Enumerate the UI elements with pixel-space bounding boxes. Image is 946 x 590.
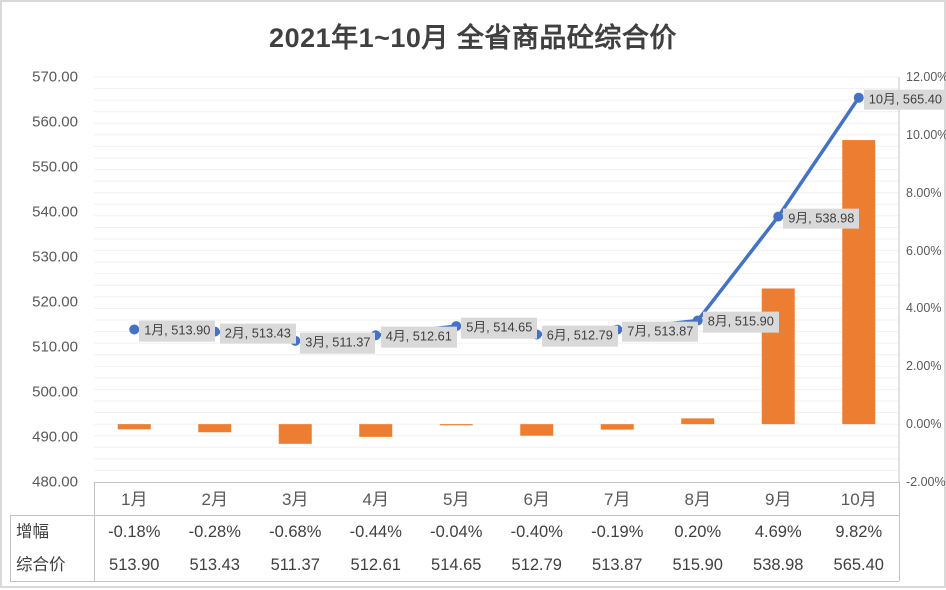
point-label-7月: 7月, 513.87	[622, 321, 699, 342]
value-cell: 538.98	[753, 556, 804, 574]
point-label-8月: 8月, 515.90	[702, 312, 779, 333]
right-axis-tick: 0.00%	[906, 417, 942, 432]
table-border	[94, 482, 899, 483]
line-marker-9月	[773, 211, 784, 222]
right-axis-tick: 12.00%	[906, 70, 946, 84]
value-cell: 513.87	[592, 556, 643, 574]
point-label-1月: 1月, 513.90	[139, 321, 216, 342]
chart-title: 2021年1~10月 全省商品砼综合价	[269, 23, 677, 53]
right-axis-tick: 2.00%	[906, 359, 942, 374]
value-cell: -0.40%	[510, 523, 563, 541]
line-series-综合价	[132, 95, 861, 343]
left-axis-tick: 500.00	[32, 383, 78, 401]
value-cell: 512.61	[350, 556, 401, 574]
month-header-cell: 3月	[282, 490, 309, 509]
bar-增幅-3月	[278, 424, 312, 444]
value-cell: 9.82%	[835, 523, 883, 541]
point-label-10月: 10月, 565.40	[863, 89, 946, 111]
bar-增幅-7月	[600, 424, 634, 430]
month-header-cell: 7月	[604, 490, 631, 509]
month-header-cell: 4月	[362, 490, 389, 509]
right-axis-tick: 10.00%	[906, 127, 946, 142]
table-border	[10, 581, 899, 582]
point-label-5月: 5月, 514.65	[461, 317, 538, 339]
table-border	[10, 515, 11, 581]
point-label-6月: 6月, 512.79	[541, 326, 618, 347]
value-cell: 0.20%	[674, 523, 722, 541]
value-cell: 515.90	[672, 556, 723, 574]
month-header-cell: 10月	[840, 490, 877, 509]
month-header-cell: 5月	[443, 490, 470, 509]
point-label-4月: 4月, 512.61	[380, 326, 457, 348]
value-cell: 513.43	[189, 556, 240, 574]
value-cell: 513.90	[109, 556, 160, 574]
bar-增幅-1月	[117, 424, 151, 430]
right-axis-tick: 4.00%	[906, 301, 942, 316]
point-label-3月: 3月, 511.37	[300, 332, 376, 354]
table-border	[899, 482, 900, 581]
value-cell: -0.04%	[430, 523, 483, 541]
row-header-cell: 综合价	[16, 556, 66, 574]
table-border	[10, 515, 899, 516]
value-cell: -0.68%	[269, 523, 322, 541]
right-axis-tick: -2.00%	[906, 475, 946, 489]
row-header-cell: 增幅	[16, 523, 49, 541]
month-header-cell: 6月	[523, 490, 550, 509]
month-header-cell: 8月	[684, 490, 711, 509]
month-header-cell: 2月	[201, 490, 228, 509]
table-border	[94, 482, 95, 581]
month-header-cell: 9月	[765, 490, 792, 509]
bar-增幅-10月	[842, 140, 876, 425]
point-label-2月: 2月, 513.43	[219, 323, 296, 344]
left-axis-tick: 530.00	[32, 248, 78, 266]
bar-增幅-2月	[198, 424, 232, 433]
bar-增幅-9月	[761, 288, 795, 425]
left-axis-tick: 490.00	[32, 428, 78, 446]
right-axis-tick: 8.00%	[906, 185, 942, 200]
bar-增幅-6月	[520, 424, 554, 436]
left-axis-tick: 570.00	[32, 68, 78, 86]
bar-增幅-4月	[359, 424, 393, 437]
bar-增幅-5月	[439, 424, 473, 426]
value-cell: -0.44%	[349, 523, 402, 541]
value-cell: -0.19%	[591, 523, 644, 541]
left-axis-tick: 540.00	[32, 203, 78, 221]
value-cell: -0.18%	[108, 523, 161, 541]
left-axis-tick: 510.00	[32, 338, 78, 356]
right-axis-tick: 6.00%	[906, 243, 942, 258]
value-cell: 512.79	[511, 556, 562, 574]
value-cell: 565.40	[833, 556, 884, 574]
left-axis-tick: 480.00	[32, 473, 78, 491]
line-marker-10月	[853, 92, 864, 103]
chart-data-table: 1月 2月 3月 4月 5月 6月 7月 8月 9月 10月增幅综合价 -0.18% -0.28% -0…	[10, 482, 900, 584]
bar-增幅-8月	[681, 418, 715, 425]
point-label-9月: 9月, 538.98	[783, 208, 860, 229]
left-axis-tick: 520.00	[32, 293, 78, 311]
value-cell: 4.69%	[754, 523, 802, 541]
value-cell: -0.28%	[188, 523, 241, 541]
value-cell: 511.37	[270, 556, 320, 574]
line-marker-1月	[129, 324, 140, 335]
left-axis-tick: 560.00	[32, 113, 78, 131]
value-cell: 514.65	[431, 556, 482, 574]
left-axis-tick: 550.00	[32, 158, 78, 176]
month-header-cell: 1月	[121, 490, 148, 509]
